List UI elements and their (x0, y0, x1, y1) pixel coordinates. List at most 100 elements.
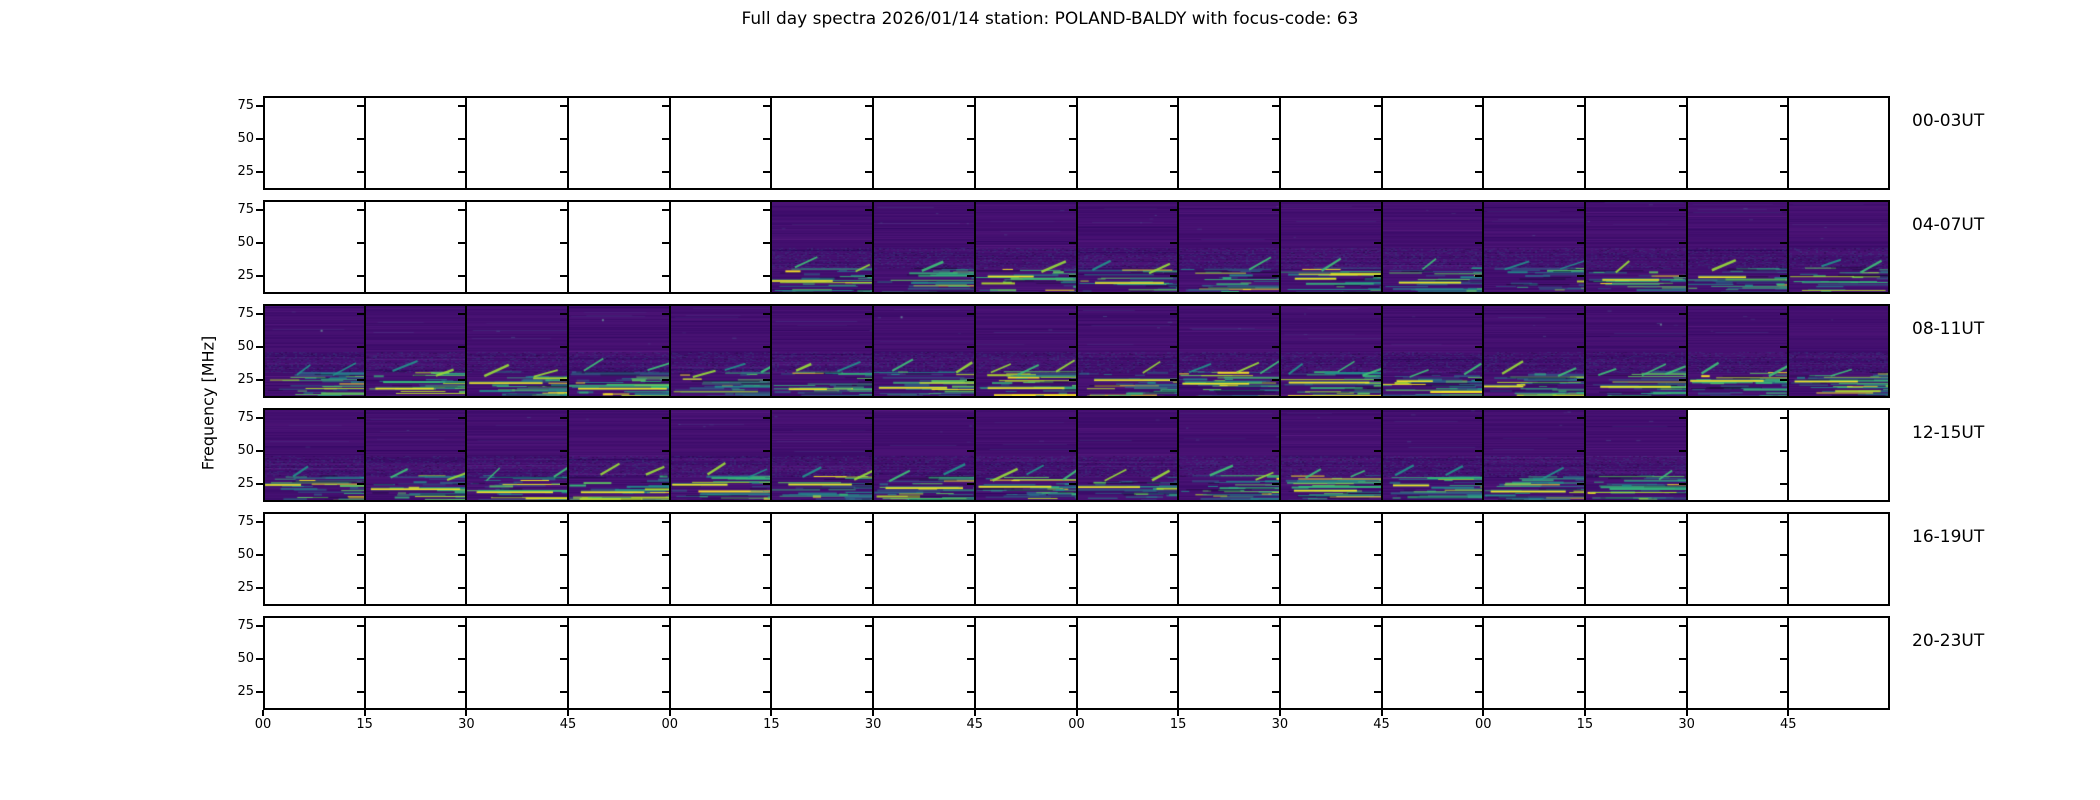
y-tick (1576, 313, 1584, 316)
y-tick-label: 25 (237, 475, 254, 491)
y-tick (256, 553, 263, 556)
y-tick (1068, 209, 1076, 212)
panel-divider (363, 200, 366, 294)
y-tick (1373, 137, 1381, 140)
panel-divider (1177, 96, 1180, 190)
panel-divider (668, 616, 671, 710)
y-tick (1271, 449, 1279, 452)
y-tick (1170, 521, 1178, 524)
y-tick (560, 521, 568, 524)
y-tick (560, 378, 568, 381)
y-tick (356, 345, 364, 348)
y-tick (1170, 690, 1178, 693)
panel-divider (1075, 616, 1078, 710)
panel-divider (1482, 512, 1485, 606)
y-tick (256, 625, 263, 628)
y-tick (256, 345, 263, 348)
y-tick (1475, 209, 1483, 212)
y-tick-label: 50 (237, 650, 254, 666)
y-tick-label: 50 (237, 234, 254, 250)
y-tick (458, 482, 466, 485)
panel-divider (1075, 96, 1078, 190)
y-tick (763, 274, 771, 277)
y-tick (1373, 657, 1381, 660)
y-tick (458, 137, 466, 140)
y-tick (661, 209, 669, 212)
y-tick (1170, 170, 1178, 173)
y-tick (1678, 137, 1686, 140)
y-tick (1780, 657, 1788, 660)
y-tick (763, 417, 771, 420)
y-tick (1170, 449, 1178, 452)
panel-divider (1278, 200, 1281, 294)
y-tick (1271, 137, 1279, 140)
panel-divider (465, 304, 468, 398)
y-tick (661, 417, 669, 420)
y-tick (1780, 170, 1788, 173)
y-tick (356, 625, 364, 628)
y-tick (1373, 345, 1381, 348)
x-tick (262, 710, 264, 716)
y-tick (1678, 417, 1686, 420)
y-tick (661, 482, 669, 485)
panel-divider (567, 200, 570, 294)
y-tick (1475, 137, 1483, 140)
y-tick (966, 241, 974, 244)
y-tick (1678, 521, 1686, 524)
y-tick (865, 378, 873, 381)
y-tick (1271, 241, 1279, 244)
panel-divider (363, 408, 366, 502)
y-tick (1271, 313, 1279, 316)
y-tick (1068, 625, 1076, 628)
y-tick (1475, 625, 1483, 628)
y-tick (1780, 313, 1788, 316)
y-tick (763, 209, 771, 212)
y-tick (356, 105, 364, 108)
x-tick (1380, 710, 1383, 716)
y-axis-label: Frequency [MHz] (198, 335, 218, 471)
y-tick (256, 449, 263, 452)
x-tick (1177, 710, 1180, 716)
y-tick (560, 241, 568, 244)
y-tick (1678, 625, 1686, 628)
y-tick (763, 378, 771, 381)
panel-divider (1278, 408, 1281, 502)
panel-divider (1278, 304, 1281, 398)
x-tick (1583, 710, 1586, 716)
y-tick (1780, 417, 1788, 420)
panel-divider (1075, 200, 1078, 294)
y-tick (1068, 137, 1076, 140)
panel-divider (1685, 304, 1688, 398)
y-tick (256, 105, 263, 108)
panel-divider (1482, 96, 1485, 190)
y-tick (256, 241, 263, 244)
y-tick (1576, 170, 1584, 173)
y-tick (458, 209, 466, 212)
y-tick-label: 25 (237, 267, 254, 283)
panel-divider (1177, 616, 1180, 710)
y-tick (966, 417, 974, 420)
y-tick (966, 137, 974, 140)
y-tick (356, 378, 364, 381)
x-tick (1685, 710, 1688, 716)
y-tick (356, 170, 364, 173)
y-tick (661, 521, 669, 524)
y-tick (966, 521, 974, 524)
y-tick (1373, 521, 1381, 524)
panel-divider (1685, 616, 1688, 710)
y-tick (661, 137, 669, 140)
y-tick (1475, 482, 1483, 485)
y-tick (865, 313, 873, 316)
y-tick (1068, 378, 1076, 381)
y-tick (356, 553, 364, 556)
y-tick (1678, 209, 1686, 212)
y-tick-label: 75 (237, 98, 254, 114)
x-tick (973, 710, 976, 716)
y-tick (1271, 521, 1279, 524)
y-tick (1170, 345, 1178, 348)
panel-divider (1583, 616, 1586, 710)
y-tick (865, 241, 873, 244)
panel-divider (465, 200, 468, 294)
y-tick (1576, 657, 1584, 660)
y-tick (1780, 586, 1788, 589)
